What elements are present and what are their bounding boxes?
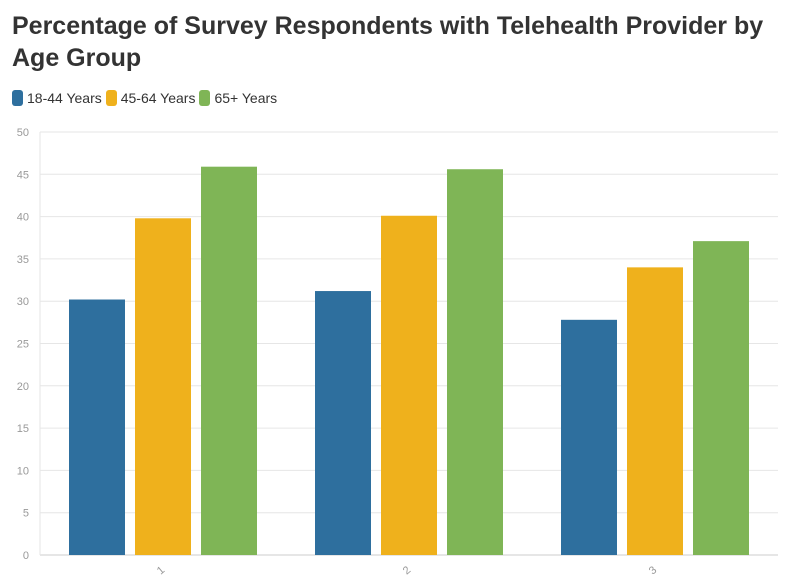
y-tick-label: 0	[23, 550, 29, 562]
chart-title: Percentage of Survey Respondents with Te…	[12, 12, 764, 72]
bar: 45-64 Years: 39.8	[135, 218, 191, 556]
legend-label-18-44: 18-44 Years	[27, 90, 102, 106]
bar: 45-64 Years: 34	[627, 267, 683, 555]
bar: 65+ Years: 45.6	[447, 169, 503, 555]
bar: 45-64 Years: 40.1	[381, 215, 437, 555]
legend-item-65-plus[interactable]: 65+ Years	[199, 90, 277, 106]
chart-legend: 18-44 Years 45-64 Years 65+ Years	[12, 90, 281, 106]
y-tick-label: 10	[17, 465, 29, 477]
legend-label-65-plus: 65+ Years	[214, 90, 278, 106]
legend-swatch-65-plus	[199, 90, 211, 106]
bar: 18-44 Years: 30.2	[69, 299, 125, 555]
y-tick-label: 5	[23, 508, 29, 520]
legend-item-18-44[interactable]: 18-44 Years	[12, 90, 102, 106]
y-tick-label: 20	[17, 381, 29, 393]
bar: 18-44 Years: 27.8	[561, 319, 617, 555]
x-tick-label: 3	[647, 564, 659, 575]
bar: 65+ Years: 37.1	[693, 241, 749, 555]
bar: 18-44 Years: 31.2	[315, 291, 371, 555]
y-tick-label: 30	[17, 296, 29, 308]
legend-swatch-45-64	[105, 90, 117, 106]
bar: 65+ Years: 45.9	[201, 166, 257, 555]
y-tick-label: 35	[17, 254, 29, 266]
x-tick-label: 1	[155, 564, 167, 575]
legend-swatch-18-44	[12, 90, 23, 106]
y-tick-label: 15	[17, 423, 29, 435]
y-tick-label: 50	[17, 127, 29, 139]
y-tick-label: 25	[17, 339, 29, 351]
y-tick-label: 40	[17, 212, 29, 224]
x-tick-label: 2	[401, 564, 413, 575]
legend-label-45-64: 45-64 Years	[120, 90, 196, 106]
legend-item-45-64[interactable]: 45-64 Years	[105, 90, 196, 106]
y-tick-label: 45	[17, 169, 29, 181]
